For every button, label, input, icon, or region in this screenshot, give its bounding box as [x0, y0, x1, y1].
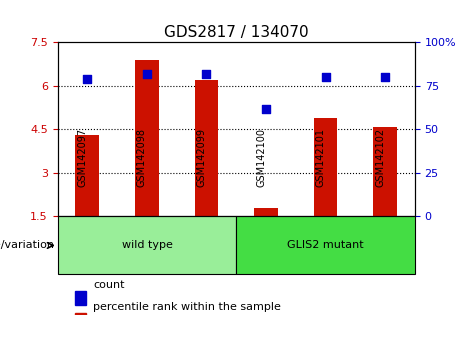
- Text: GLIS2 mutant: GLIS2 mutant: [287, 240, 364, 251]
- Text: GSM142100: GSM142100: [256, 129, 266, 188]
- Bar: [76, 291, 86, 305]
- Point: [203, 71, 210, 76]
- Text: GSM142099: GSM142099: [196, 129, 207, 188]
- Point: [381, 74, 389, 80]
- Point: [322, 74, 329, 80]
- FancyBboxPatch shape: [236, 216, 415, 274]
- Bar: [254, 208, 278, 216]
- Title: GDS2817 / 134070: GDS2817 / 134070: [164, 25, 308, 40]
- Text: GSM142102: GSM142102: [375, 129, 385, 188]
- Point: [143, 71, 151, 76]
- Text: GSM142097: GSM142097: [77, 129, 88, 188]
- Text: wild type: wild type: [122, 240, 172, 251]
- Point: [84, 76, 91, 82]
- Bar: [135, 60, 159, 216]
- Text: GSM142098: GSM142098: [137, 129, 147, 188]
- Text: percentile rank within the sample: percentile rank within the sample: [93, 302, 281, 312]
- Bar: [195, 80, 219, 216]
- Bar: [76, 135, 99, 216]
- Bar: [313, 118, 337, 216]
- Text: count: count: [93, 280, 125, 290]
- FancyBboxPatch shape: [58, 216, 236, 274]
- Text: GSM142101: GSM142101: [316, 129, 325, 188]
- Point: [262, 106, 270, 112]
- Bar: [373, 127, 397, 216]
- Bar: [76, 313, 86, 327]
- Text: genotype/variation: genotype/variation: [0, 240, 55, 251]
